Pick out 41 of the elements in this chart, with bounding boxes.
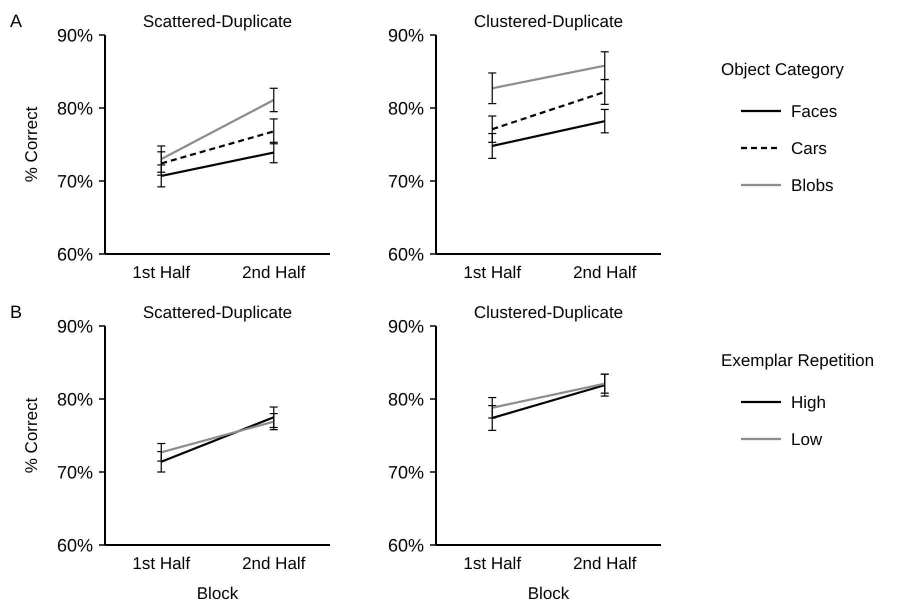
y-tick-label: 70% bbox=[56, 171, 93, 192]
y-tick-label: 90% bbox=[388, 25, 424, 46]
y-axis-title: % Correct bbox=[22, 397, 41, 474]
y-tick-label: 80% bbox=[56, 98, 93, 118]
legend-label: Low bbox=[791, 430, 823, 449]
x-axis-title: Block bbox=[528, 584, 570, 603]
y-tick-label: 70% bbox=[388, 462, 424, 482]
chart-title: Clustered-Duplicate bbox=[474, 303, 624, 322]
x-tick-label: 1st Half bbox=[132, 554, 190, 573]
x-tick-label: 2nd Half bbox=[573, 263, 637, 282]
y-tick-label: 60% bbox=[388, 535, 424, 556]
text: B bbox=[10, 302, 22, 322]
chart-title: Scattered-Duplicate bbox=[142, 303, 292, 322]
legend-title: Exemplar Repetition bbox=[721, 351, 874, 370]
y-tick-label: 60% bbox=[56, 244, 93, 264]
y-tick-label: 70% bbox=[56, 462, 93, 482]
legend-label: High bbox=[791, 392, 826, 412]
chart-title: Scattered-Duplicate bbox=[142, 12, 292, 31]
legend-label: Faces bbox=[791, 102, 838, 121]
y-tick-label: 60% bbox=[56, 535, 93, 556]
legend-label: Blobs bbox=[791, 176, 834, 195]
legend-label: Cars bbox=[791, 138, 827, 158]
legend-title: Object Category bbox=[721, 60, 844, 79]
x-tick-label: 1st Half bbox=[132, 263, 190, 282]
y-tick-label: 80% bbox=[388, 98, 424, 118]
x-tick-label: 2nd Half bbox=[242, 554, 306, 573]
x-tick-label: 1st Half bbox=[463, 554, 522, 573]
x-axis-title: Block bbox=[196, 584, 239, 603]
y-tick-label: 90% bbox=[388, 316, 424, 336]
y-tick-label: 60% bbox=[388, 244, 424, 264]
y-axis-title: % Correct bbox=[22, 106, 41, 182]
x-tick-label: 1st Half bbox=[463, 263, 522, 282]
y-tick-label: 70% bbox=[388, 171, 424, 192]
chart-title: Clustered-Duplicate bbox=[474, 12, 624, 31]
y-tick-label: 90% bbox=[56, 25, 93, 46]
y-tick-label: 80% bbox=[388, 389, 424, 410]
text: A bbox=[10, 11, 22, 31]
x-tick-label: 2nd Half bbox=[242, 263, 306, 282]
y-tick-label: 90% bbox=[56, 316, 93, 336]
x-tick-label: 2nd Half bbox=[573, 554, 637, 573]
y-tick-label: 80% bbox=[56, 389, 93, 410]
